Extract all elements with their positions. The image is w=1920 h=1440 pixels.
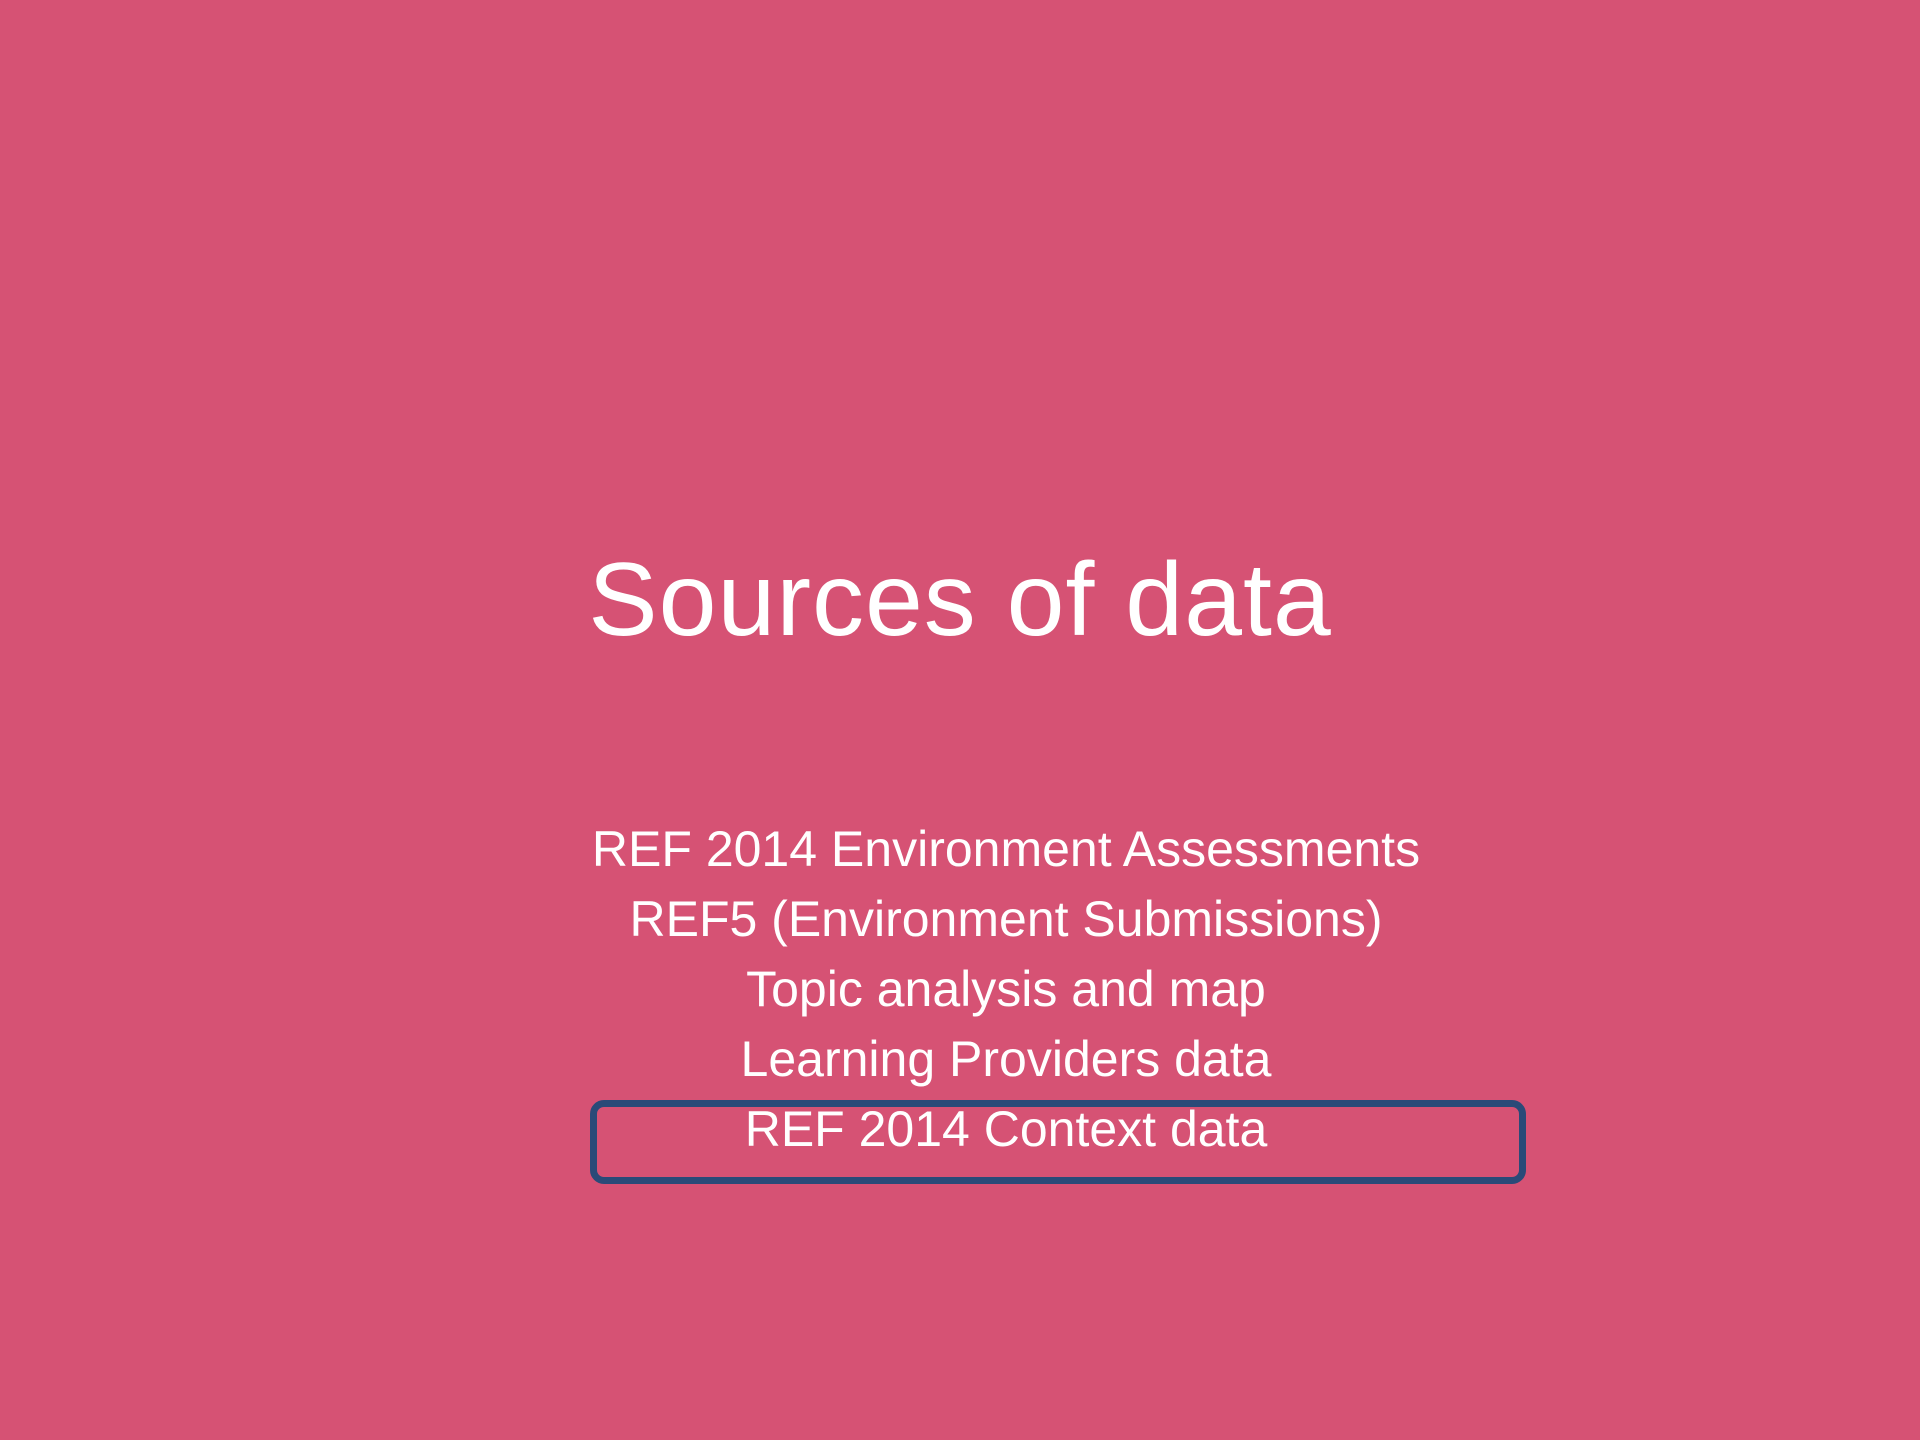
list-item-highlighted: REF 2014 Context data — [744, 1101, 1268, 1157]
list-item: REF 2014 Environment Assessments — [591, 821, 1421, 877]
highlight-box — [590, 1100, 1526, 1184]
list-item: Learning Providers data — [740, 1031, 1272, 1087]
list-item: REF5 (Environment Submissions) — [629, 891, 1383, 947]
slide-title: Sources of data — [588, 542, 1332, 658]
source-list: REF 2014 Environment Assessments REF5 (E… — [480, 814, 1532, 1164]
list-item: Topic analysis and map — [746, 961, 1266, 1017]
